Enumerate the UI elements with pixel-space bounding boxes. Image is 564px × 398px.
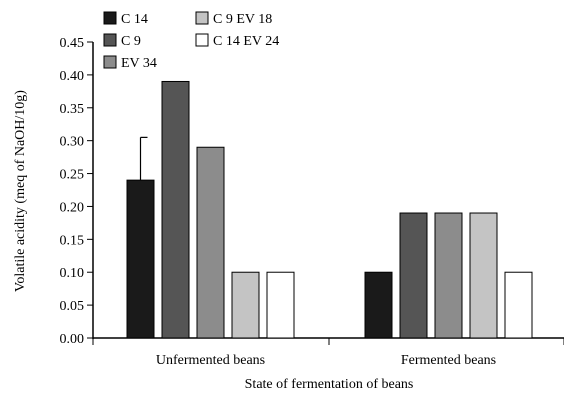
bar-0-0 (126, 179, 155, 339)
y-tick-label-2: 0.10 (60, 266, 85, 281)
legend-label-0: C 14 (121, 12, 148, 27)
legend-swatch-2 (103, 55, 117, 69)
bar-1-1 (399, 212, 428, 339)
y-tick-label-5: 0.25 (60, 168, 85, 183)
bar-0-4 (266, 271, 295, 339)
y-tick-label-8: 0.40 (60, 69, 85, 84)
y-tick-label-9: 0.45 (60, 36, 85, 51)
legend-label-3: C 9 EV 18 (213, 12, 272, 27)
bar-1-0 (364, 271, 393, 339)
legend-swatch-3 (195, 11, 209, 25)
bar-0-3 (231, 271, 260, 339)
x-category-label-0: Unfermented beans (156, 353, 265, 368)
y-tick-label-1: 0.05 (60, 299, 85, 314)
bar-0-1 (161, 80, 190, 339)
y-tick-label-0: 0.00 (60, 332, 85, 347)
bar-1-4 (504, 271, 533, 339)
plot-area: 0.00 0.05 0.10 0.15 0.20 0.25 0.30 0.35 0.40 0.45… (60, 36, 564, 368)
bar-1-3 (469, 212, 498, 339)
legend: C 14 C 9 EV 34 C 9 EV 18 C 14 EV 24 (103, 11, 279, 71)
legend-swatch-1 (103, 33, 117, 47)
y-tick-label-6: 0.30 (60, 135, 85, 150)
bar-1-2 (434, 212, 463, 339)
legend-label-2: EV 34 (121, 56, 157, 71)
y-tick-label-3: 0.15 (60, 233, 85, 248)
y-tick-label-4: 0.20 (60, 200, 85, 215)
x-category-label-1: Fermented beans (401, 353, 496, 368)
legend-label-1: C 9 (121, 34, 141, 49)
x-axis-title: State of fermentation of beans (245, 377, 414, 392)
legend-swatch-0 (103, 11, 117, 25)
y-axis-title: Volatile acidity (meq of NaOH/10g) (13, 90, 28, 292)
bar-0-2 (196, 146, 225, 339)
legend-swatch-4 (195, 33, 209, 47)
legend-label-4: C 14 EV 24 (213, 34, 279, 49)
y-tick-label-7: 0.35 (60, 102, 85, 117)
